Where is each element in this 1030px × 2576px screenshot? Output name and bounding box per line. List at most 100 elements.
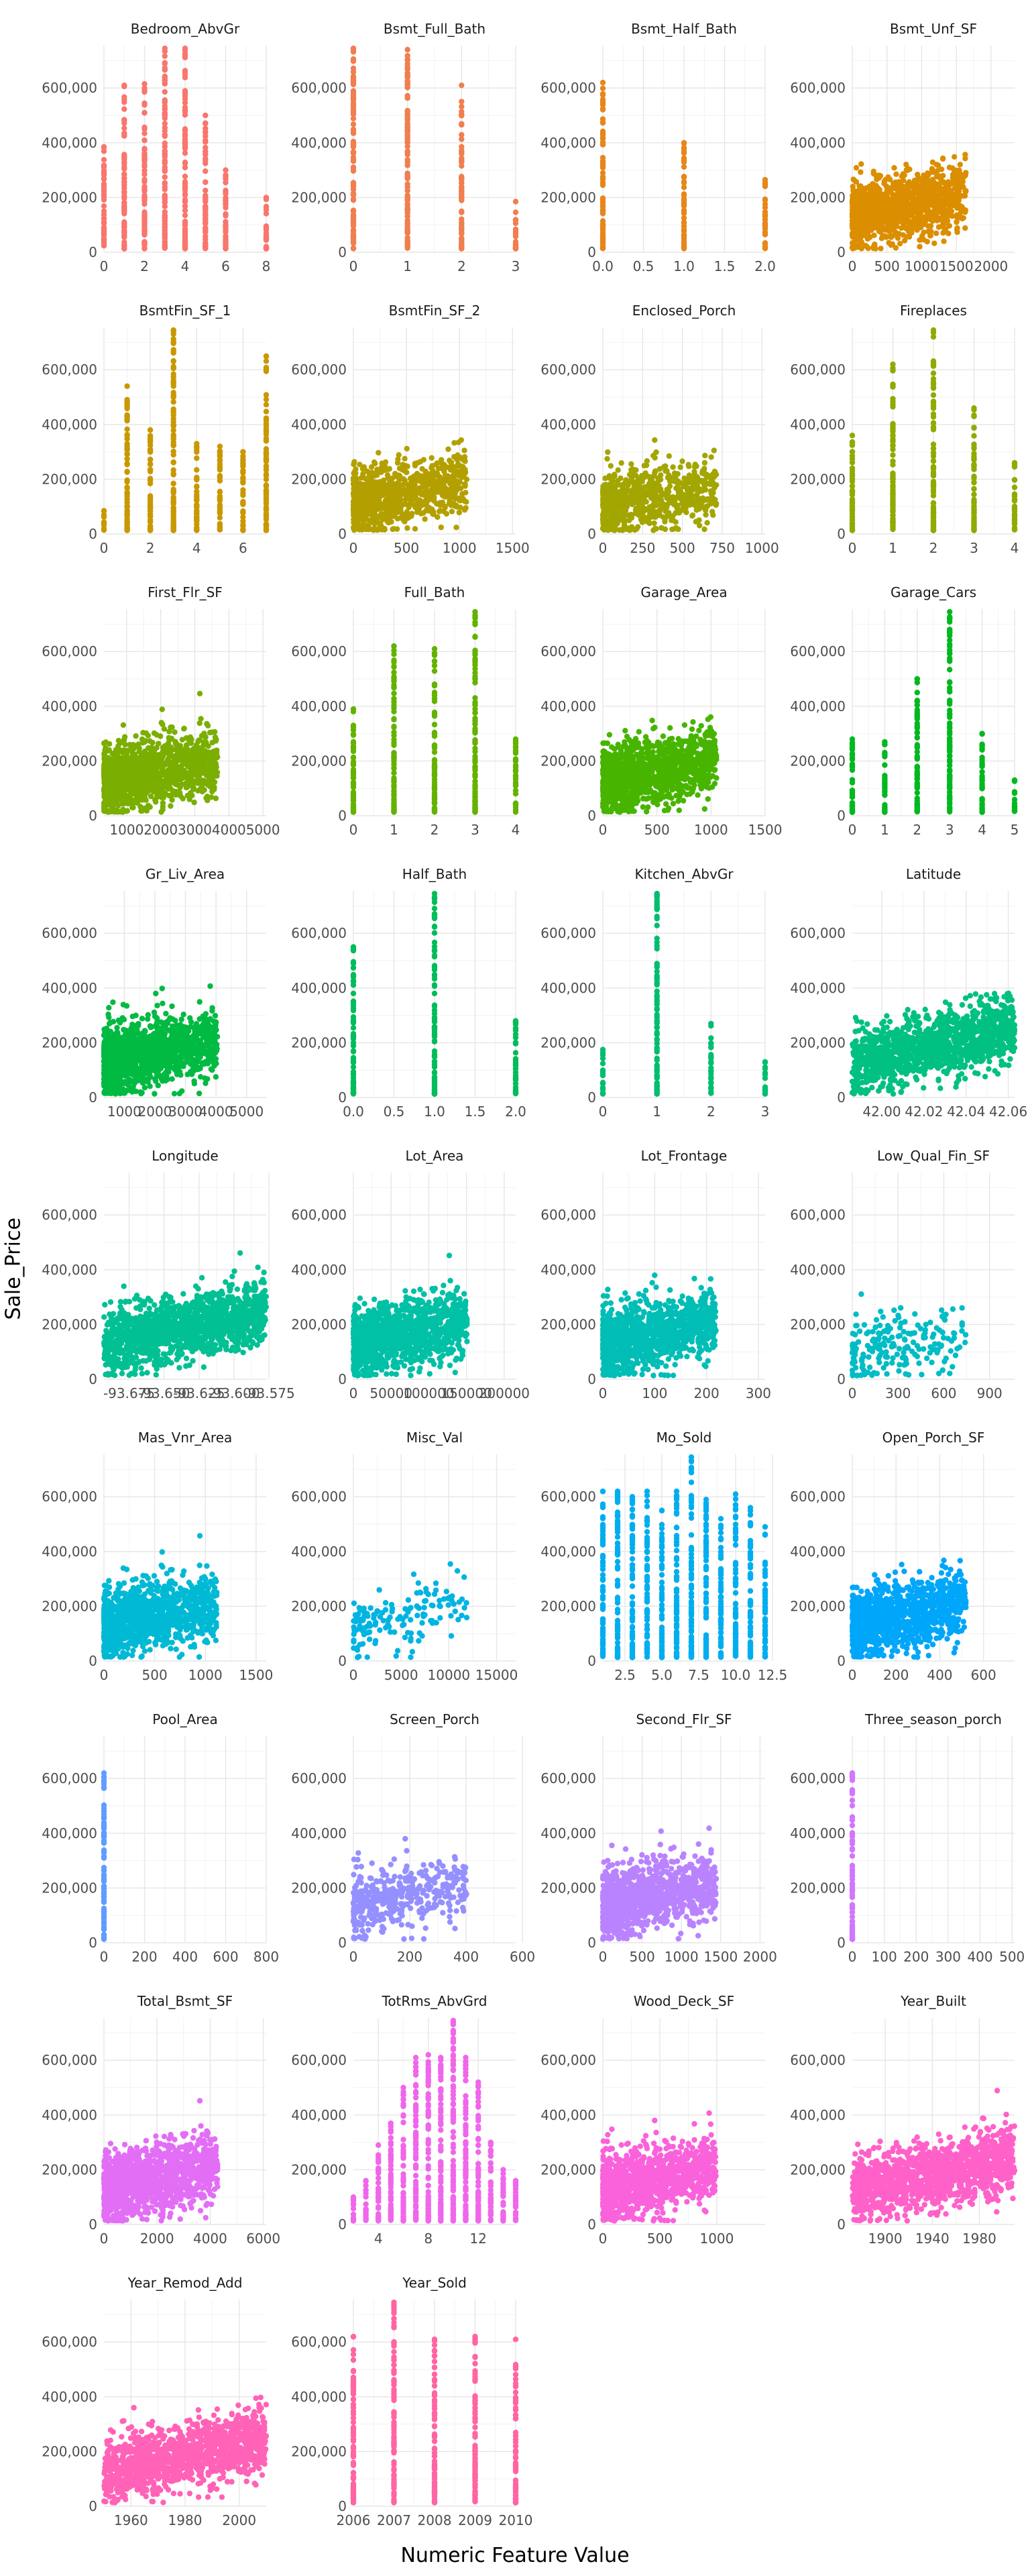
- data-point: [610, 527, 615, 532]
- data-point: [455, 482, 461, 488]
- data-point: [141, 110, 147, 115]
- data-point: [605, 449, 610, 455]
- data-point: [194, 455, 199, 461]
- data-point: [182, 203, 188, 209]
- x-tick-label: 0: [349, 258, 358, 274]
- x-tick-label: 4000: [212, 822, 246, 838]
- data-point: [383, 498, 388, 503]
- data-point: [600, 160, 606, 166]
- data-point: [1012, 460, 1017, 466]
- data-point: [431, 498, 437, 504]
- data-point: [646, 506, 651, 512]
- data-point: [457, 510, 462, 515]
- data-point: [931, 384, 936, 390]
- data-point: [937, 201, 943, 206]
- data-point: [945, 218, 950, 223]
- data-point: [182, 52, 188, 57]
- data-point: [958, 162, 963, 167]
- data-point: [954, 197, 959, 202]
- data-point: [148, 494, 153, 500]
- data-point: [890, 527, 895, 532]
- y-tick-label: 600,000: [540, 362, 596, 378]
- data-point: [604, 456, 610, 462]
- data-point: [424, 480, 430, 485]
- data-point: [915, 189, 920, 194]
- data-point: [418, 459, 423, 464]
- x-tick-label: 250: [630, 540, 655, 556]
- data-point: [687, 495, 692, 500]
- data-point: [915, 172, 920, 177]
- data-point: [121, 83, 127, 88]
- data-point: [890, 475, 895, 480]
- data-point: [850, 527, 855, 533]
- x-tick-label: 8: [262, 258, 271, 274]
- data-point: [194, 527, 199, 533]
- data-point: [931, 327, 936, 333]
- data-point: [402, 468, 407, 473]
- data-point: [884, 191, 889, 197]
- data-point: [890, 482, 895, 488]
- data-point: [387, 477, 392, 482]
- data-point: [264, 522, 269, 527]
- data-point: [672, 470, 677, 476]
- data-point: [850, 521, 855, 526]
- data-point: [459, 144, 464, 150]
- data-point: [681, 184, 687, 190]
- data-point: [162, 80, 168, 86]
- data-point: [422, 502, 428, 507]
- data-point: [171, 489, 176, 494]
- data-point: [124, 504, 129, 509]
- data-point: [442, 505, 447, 511]
- data-point: [605, 503, 610, 508]
- data-point: [936, 224, 941, 229]
- data-point: [459, 235, 464, 241]
- data-point: [264, 435, 269, 441]
- data-point: [681, 140, 687, 146]
- data-point: [124, 469, 129, 474]
- data-point: [351, 82, 356, 87]
- data-point: [351, 504, 356, 510]
- panel-title: First_Flr_SF: [148, 584, 223, 600]
- y-tick-label: 200,000: [291, 189, 347, 205]
- data-point: [691, 502, 697, 507]
- data-point: [662, 519, 667, 524]
- data-point: [663, 468, 668, 474]
- data-point: [162, 213, 168, 219]
- data-point: [264, 402, 269, 407]
- data-point: [223, 241, 228, 247]
- data-point: [600, 120, 606, 125]
- data-point: [917, 205, 922, 211]
- data-point: [101, 168, 107, 173]
- data-point: [357, 515, 362, 520]
- data-point: [876, 191, 882, 196]
- data-point: [392, 471, 398, 476]
- data-point: [623, 477, 628, 482]
- data-point: [405, 174, 410, 180]
- data-point: [402, 492, 407, 497]
- data-point: [878, 246, 883, 251]
- data-point: [141, 178, 147, 183]
- data-point: [264, 354, 269, 359]
- data-point: [850, 460, 855, 465]
- data-point: [917, 213, 923, 218]
- data-point: [148, 457, 153, 462]
- data-point: [437, 508, 443, 513]
- y-tick-label: 400,000: [42, 135, 97, 151]
- x-tick-label: 0: [848, 540, 857, 556]
- data-point: [182, 93, 188, 99]
- data-point: [378, 470, 384, 475]
- data-point: [762, 205, 768, 210]
- data-point: [412, 492, 417, 497]
- panel-title: Fireplaces: [900, 303, 967, 319]
- data-point: [917, 237, 922, 243]
- data-point: [449, 464, 455, 469]
- data-point: [681, 174, 687, 179]
- panel-title: Bsmt_Unf_SF: [890, 21, 977, 37]
- x-tick-label: 0: [848, 258, 857, 274]
- data-point: [850, 442, 855, 447]
- data-point: [429, 455, 435, 460]
- data-point: [931, 482, 936, 488]
- y-tick-label: 200,000: [42, 189, 97, 205]
- panel-title: Bedroom_AbvGr: [131, 21, 240, 37]
- data-point: [381, 478, 386, 483]
